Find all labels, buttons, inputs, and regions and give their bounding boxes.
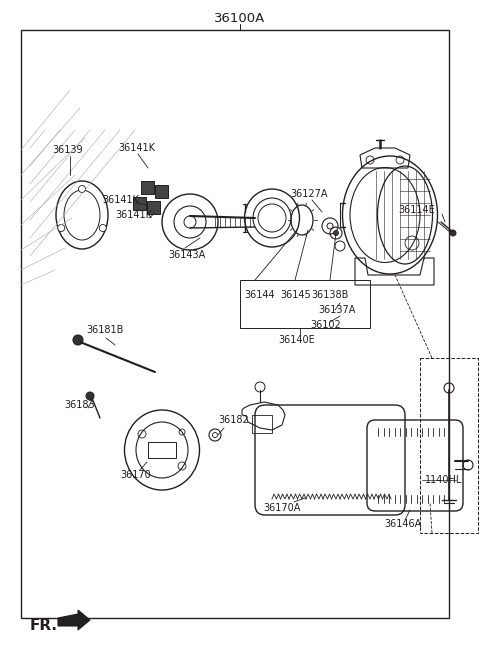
Circle shape bbox=[86, 392, 94, 400]
Text: 36170: 36170 bbox=[120, 470, 151, 480]
Text: 36140E: 36140E bbox=[278, 335, 315, 345]
Text: 36100A: 36100A bbox=[215, 12, 265, 24]
Bar bbox=[252, 415, 272, 433]
Bar bbox=[420, 358, 478, 533]
Bar bbox=[133, 197, 146, 210]
Text: 36146A: 36146A bbox=[384, 519, 421, 529]
Text: 36138B: 36138B bbox=[311, 290, 348, 300]
Circle shape bbox=[334, 231, 338, 236]
Bar bbox=[240, 280, 370, 328]
Circle shape bbox=[79, 185, 85, 193]
Text: 36102: 36102 bbox=[310, 320, 341, 330]
Bar bbox=[155, 185, 168, 198]
Circle shape bbox=[450, 230, 456, 236]
Text: FR.: FR. bbox=[30, 618, 58, 633]
Text: 1140HL: 1140HL bbox=[425, 475, 462, 485]
Text: 36114E: 36114E bbox=[398, 205, 435, 215]
Circle shape bbox=[73, 335, 83, 345]
Text: 36143A: 36143A bbox=[168, 250, 205, 260]
Text: 36170A: 36170A bbox=[263, 503, 300, 513]
Text: 36141K: 36141K bbox=[102, 195, 139, 205]
Text: 36144: 36144 bbox=[244, 290, 275, 300]
Text: 36145: 36145 bbox=[280, 290, 311, 300]
Text: 36141K: 36141K bbox=[115, 210, 152, 220]
Bar bbox=[147, 201, 160, 214]
Bar bbox=[141, 181, 154, 194]
Text: 36139: 36139 bbox=[52, 145, 83, 155]
Text: 36182: 36182 bbox=[218, 415, 249, 425]
Text: 36181B: 36181B bbox=[86, 325, 123, 335]
Text: 36183: 36183 bbox=[64, 400, 95, 410]
Circle shape bbox=[58, 225, 65, 231]
Text: 36127A: 36127A bbox=[290, 189, 327, 199]
Bar bbox=[148, 442, 176, 458]
Text: 36141K: 36141K bbox=[118, 143, 155, 153]
Text: 36137A: 36137A bbox=[318, 305, 355, 315]
Polygon shape bbox=[58, 610, 90, 630]
Bar bbox=[21, 30, 449, 618]
Circle shape bbox=[99, 225, 106, 231]
